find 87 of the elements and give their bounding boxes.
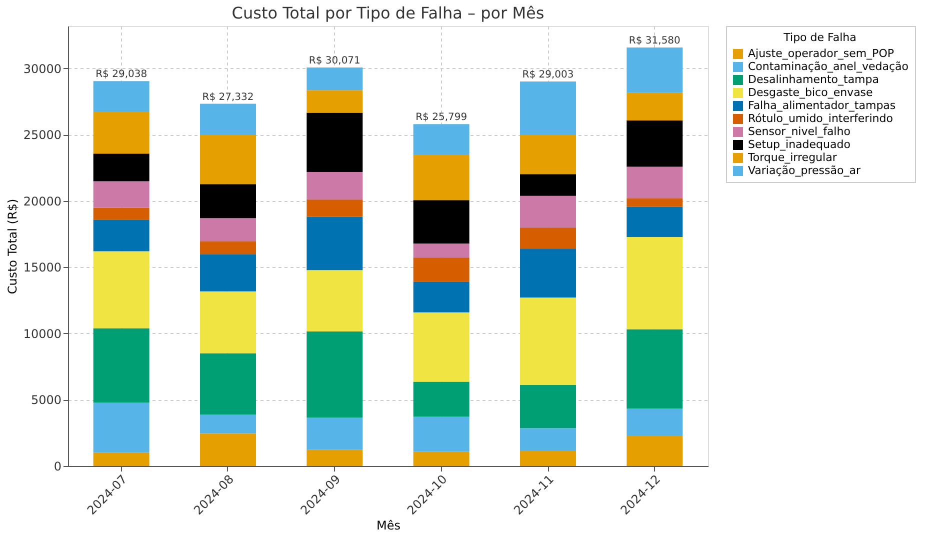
bar (413, 452, 470, 466)
bar (413, 282, 470, 312)
bar (200, 241, 256, 254)
bar (93, 181, 150, 208)
bar (93, 452, 150, 466)
bar (306, 199, 363, 217)
bar (200, 134, 256, 184)
bar (93, 111, 150, 154)
bar (200, 353, 256, 414)
y-tick-label: 0 (54, 460, 62, 474)
bar (626, 47, 683, 93)
legend-label: Desgaste_bico_envase (748, 86, 874, 99)
bar (413, 312, 470, 382)
bar (626, 436, 683, 466)
bar (520, 450, 576, 466)
bar (626, 166, 683, 198)
bar (626, 329, 683, 409)
bar (520, 82, 576, 135)
bar (520, 385, 576, 428)
legend-label: Falha_alimentador_tampas (748, 99, 896, 112)
bar (413, 257, 470, 282)
bar (520, 196, 576, 228)
bar (520, 174, 576, 196)
bar (306, 67, 363, 90)
bar (626, 206, 683, 237)
bar (200, 433, 256, 466)
bar (93, 208, 150, 220)
legend-label: Contaminação_anel_vedação (748, 60, 909, 73)
bar (93, 328, 150, 403)
y-tick-label: 25000 (23, 128, 62, 142)
bar (200, 414, 256, 434)
legend-label: Rótulo_umido_interferindo (748, 112, 894, 125)
y-tick-label: 30000 (23, 62, 62, 76)
bar (200, 254, 256, 292)
bar (520, 298, 576, 386)
bar (626, 408, 683, 436)
total-label: R$ 27,332 (202, 92, 254, 103)
bar (93, 220, 150, 252)
y-tick-label: 20000 (23, 194, 62, 208)
bar (306, 417, 363, 450)
legend-label: Ajuste_operador_sem_POP (748, 47, 894, 60)
bar (520, 134, 576, 174)
total-label: R$ 25,799 (416, 112, 468, 124)
total-label: R$ 29,038 (96, 69, 148, 80)
bar (93, 154, 150, 182)
bar (626, 120, 683, 167)
bar (413, 124, 470, 155)
bar (413, 200, 470, 244)
bar (200, 291, 256, 354)
legend-label: Sensor_nivel_falho (748, 125, 851, 138)
bar (520, 227, 576, 248)
bar (520, 248, 576, 298)
bar (413, 416, 470, 452)
bar (306, 90, 363, 113)
bar (306, 450, 363, 466)
legend-label: Desalinhamento_tampa (748, 73, 879, 86)
y-axis-title: Custo Total (R$) (5, 198, 20, 294)
legend-label: Variação_pressão_ar (748, 164, 861, 177)
bar (626, 92, 683, 120)
bar (306, 216, 363, 270)
bar (626, 236, 683, 330)
bar (306, 331, 363, 418)
bar (413, 382, 470, 417)
total-label: R$ 29,003 (522, 70, 574, 81)
total-label: R$ 31,580 (628, 35, 680, 46)
bar (306, 112, 363, 172)
bar (200, 184, 256, 218)
bar (413, 154, 470, 200)
bar (626, 198, 683, 207)
x-axis-title: Mês (376, 518, 400, 533)
bar (306, 270, 363, 332)
y-tick-label: 10000 (23, 326, 62, 341)
bar (200, 218, 256, 242)
bar (93, 251, 150, 328)
bar (306, 172, 363, 200)
legend-label: Setup_inadequado (748, 138, 851, 151)
bar (93, 81, 150, 112)
legend-label: Torque_irregular (747, 151, 838, 164)
bar (520, 428, 576, 450)
bar (200, 104, 256, 135)
y-tick-label: 5000 (30, 393, 62, 408)
y-tick-label: 15000 (23, 260, 62, 275)
legend-title: Tipo de Falha (782, 31, 856, 44)
bar (413, 243, 470, 258)
bar (93, 402, 150, 452)
total-label: R$ 30,071 (308, 55, 360, 66)
chart-title: Custo Total por Tipo de Falha – por Mês (232, 4, 544, 22)
